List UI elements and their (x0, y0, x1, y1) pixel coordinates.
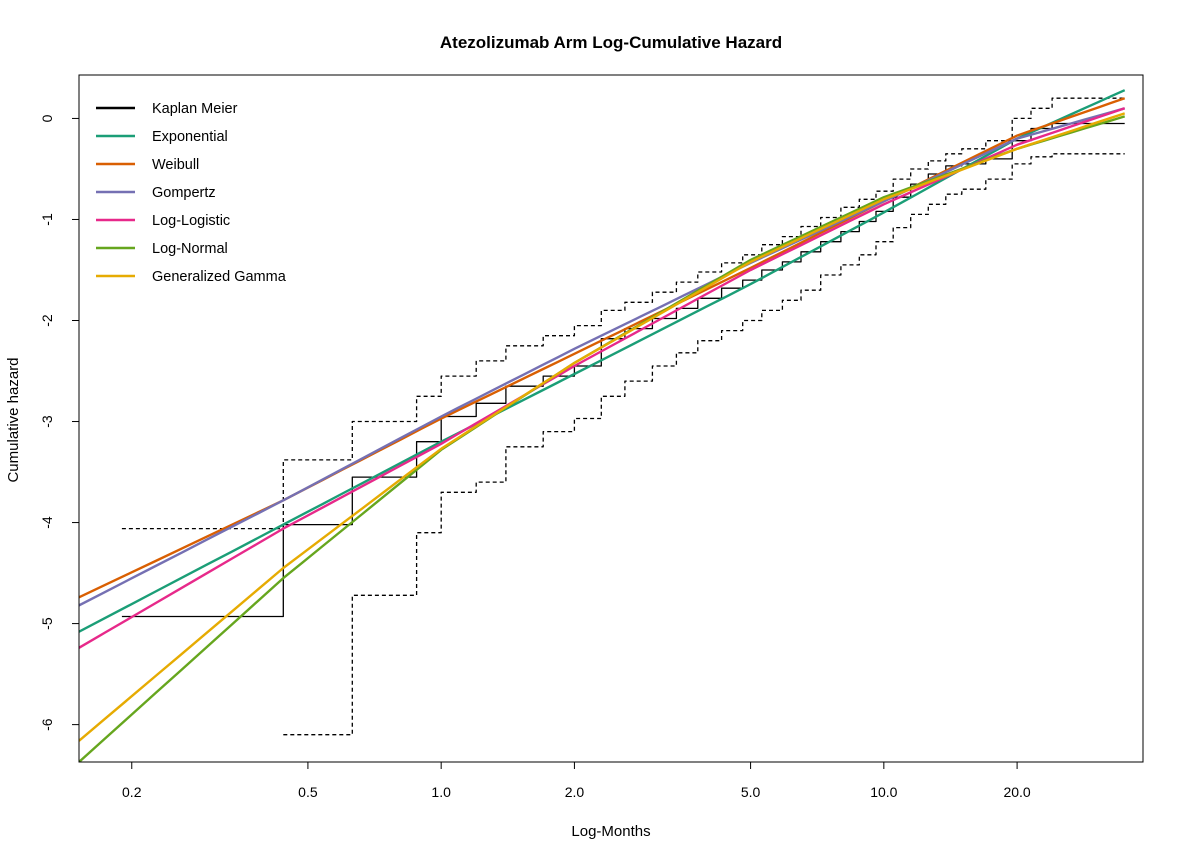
legend-label-log-normal: Log-Normal (152, 241, 228, 257)
legend-label-weibull: Weibull (152, 157, 199, 173)
series-line-log-normal (79, 115, 1126, 762)
x-axis: 0.2 0.5 1.0 2.0 5.0 10.0 20.0 (122, 761, 1031, 800)
y-tick-label: -2 (39, 314, 55, 327)
x-tick-label: 20.0 (1003, 784, 1030, 800)
legend-label-generalized-gamma: Generalized Gamma (152, 269, 287, 285)
series-line-gompertz (79, 107, 1126, 607)
chart-title: Atezolizumab Arm Log-Cumulative Hazard (440, 33, 782, 52)
series-line-kaplan-meier (121, 122, 1125, 618)
x-tick-label: 2.0 (565, 784, 585, 800)
series-line-km-lower-ci (283, 153, 1125, 736)
series-line-generalized-gamma (79, 112, 1126, 742)
legend: Kaplan Meier Exponential Weibull Gompertz Lo… (96, 101, 287, 285)
x-axis-label: Log-Months (571, 823, 650, 840)
x-tick-label: 5.0 (741, 784, 761, 800)
legend-label-kaplan-meier: Kaplan Meier (152, 101, 238, 117)
legend-label-exponential: Exponential (152, 129, 228, 145)
plot-frame (78, 74, 1144, 763)
legend-label-log-logistic: Log-Logistic (152, 213, 230, 229)
x-tick-label: 0.2 (122, 784, 142, 800)
series-line-log-logistic (79, 107, 1126, 649)
plot-lines (79, 89, 1126, 762)
y-tick-label: -1 (39, 213, 55, 226)
y-tick-label: 0 (39, 114, 55, 122)
y-tick-label: -5 (39, 617, 55, 630)
x-tick-label: 10.0 (870, 784, 897, 800)
y-tick-label: -3 (39, 415, 55, 428)
series-line-km-upper-ci (121, 97, 1125, 530)
series-line-exponential (79, 89, 1126, 633)
x-tick-label: 0.5 (298, 784, 318, 800)
x-tick-label: 1.0 (431, 784, 451, 800)
y-tick-label: -6 (39, 718, 55, 731)
y-axis-label: Cumulative hazard (5, 357, 22, 482)
y-axis: 0 -1 -2 -3 -4 -5 -6 (39, 114, 79, 731)
legend-label-gompertz: Gompertz (152, 185, 216, 201)
y-tick-label: -4 (39, 516, 55, 529)
